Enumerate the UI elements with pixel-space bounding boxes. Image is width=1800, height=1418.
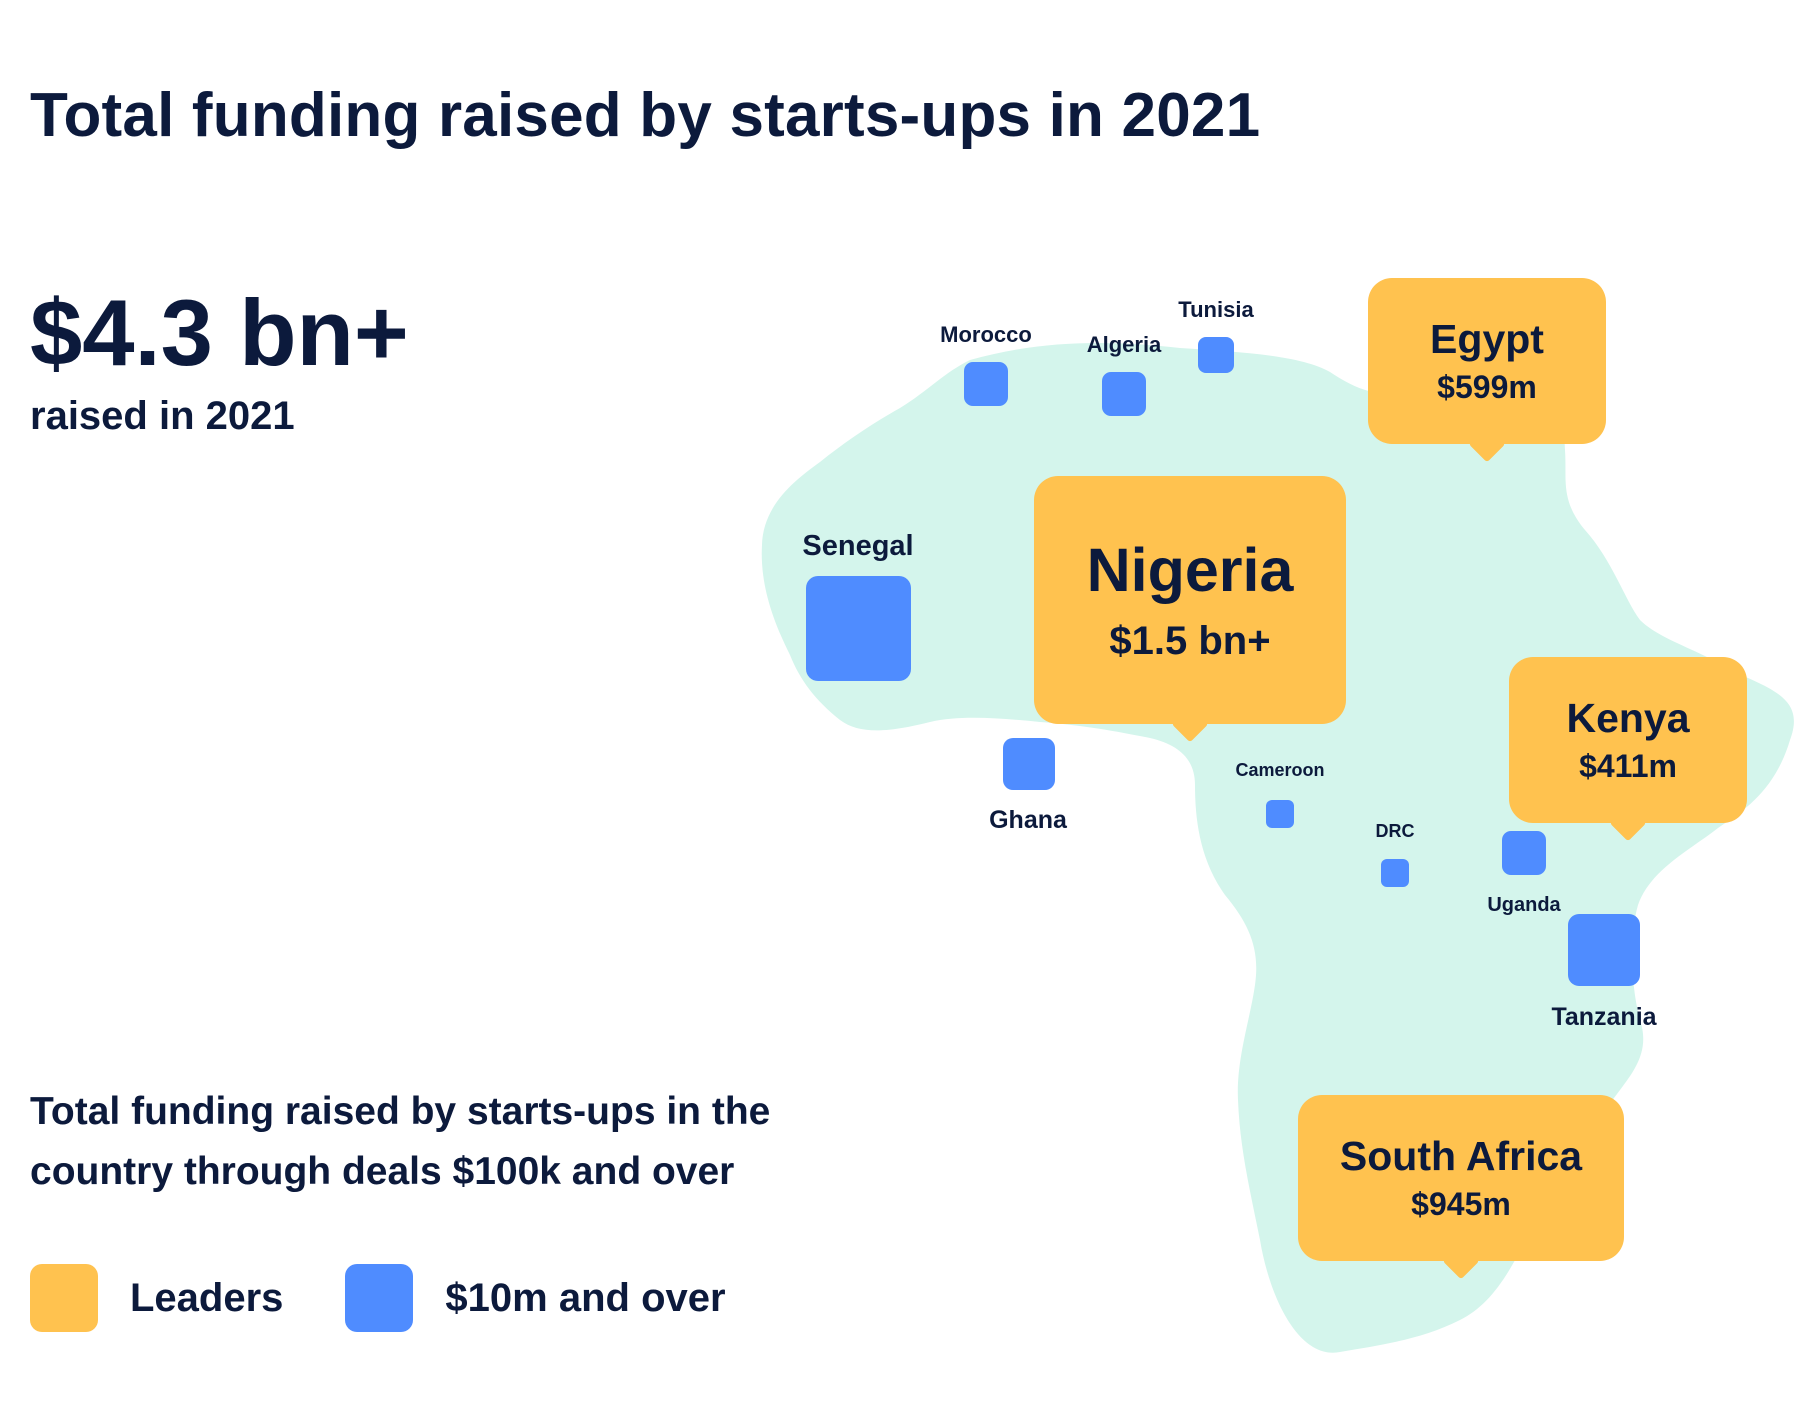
legend-label-leaders: Leaders xyxy=(130,1275,284,1320)
legend: Leaders $10m and over xyxy=(30,1264,788,1332)
label-ghana: Ghana xyxy=(989,806,1067,834)
label-tanzania: Tanzania xyxy=(1551,1003,1657,1031)
callout-nigeria: Nigeria $1.5 bn+ xyxy=(1034,476,1346,724)
marker-tunisia xyxy=(1198,337,1234,373)
callout-south-africa-name: South Africa xyxy=(1339,1132,1583,1179)
map-description: Total funding raised by starts-ups in th… xyxy=(30,1090,771,1193)
label-tunisia: Tunisia xyxy=(1178,297,1254,322)
marker-uganda xyxy=(1502,831,1546,875)
marker-algeria xyxy=(1102,372,1146,416)
callout-south-africa: South Africa $945m xyxy=(1298,1095,1624,1261)
label-uganda: Uganda xyxy=(1487,894,1561,916)
marker-cameroon xyxy=(1266,800,1294,828)
callout-egypt-value: $599m xyxy=(1437,368,1537,405)
callout-kenya: Kenya $411m xyxy=(1509,657,1747,823)
legend-label-small: $10m and over xyxy=(445,1275,726,1320)
label-senegal: Senegal xyxy=(802,530,914,562)
callout-egypt: Egypt $599m xyxy=(1368,278,1606,444)
total-caption: raised in 2021 xyxy=(30,394,295,438)
marker-tanzania xyxy=(1568,914,1640,986)
callout-south-africa-value: $945m xyxy=(1411,1185,1511,1222)
label-drc: DRC xyxy=(1375,821,1415,841)
label-algeria: Algeria xyxy=(1086,332,1162,357)
label-morocco: Morocco xyxy=(940,322,1032,347)
marker-morocco xyxy=(964,362,1008,406)
callout-egypt-name: Egypt xyxy=(1430,315,1544,362)
callout-nigeria-value: $1.5 bn+ xyxy=(1109,618,1271,663)
total-amount: $4.3 bn+ xyxy=(30,280,409,385)
callout-kenya-value: $411m xyxy=(1579,747,1677,784)
page-title: Total funding raised by starts-ups in 20… xyxy=(30,81,1261,150)
marker-ghana xyxy=(1003,738,1055,790)
legend-swatch-small xyxy=(345,1264,414,1332)
legend-item-leaders: Leaders xyxy=(30,1264,283,1332)
callout-kenya-name: Kenya xyxy=(1566,694,1690,741)
marker-senegal xyxy=(806,576,911,681)
marker-drc xyxy=(1381,859,1409,887)
legend-item-small: $10m and over xyxy=(345,1264,726,1332)
label-cameroon: Cameroon xyxy=(1235,760,1325,780)
callout-nigeria-name: Nigeria xyxy=(1086,536,1294,605)
legend-swatch-leaders xyxy=(30,1264,98,1332)
